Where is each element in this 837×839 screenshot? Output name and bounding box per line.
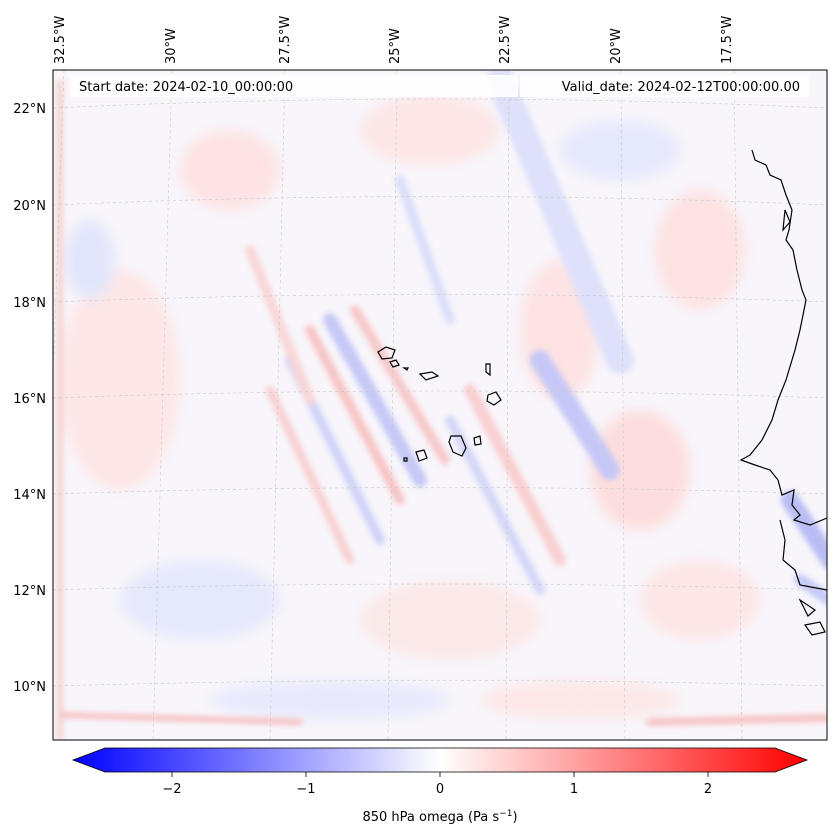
colorbar-ticks: −2 −1 0 1 2 [162, 772, 712, 797]
lon-tick-label: 17.5°W [720, 16, 735, 64]
lat-tick-label: 14°N [13, 488, 46, 503]
island-santiago [448, 435, 467, 457]
colorbar-tick-label: 1 [570, 782, 578, 797]
colorbar-tick-label: −1 [296, 782, 315, 797]
island-sal [485, 363, 491, 377]
island-boa-vista [486, 391, 502, 406]
lon-tick-label: 20°W [609, 28, 624, 64]
colorbar-tick-label: −2 [162, 782, 181, 797]
cape-verde-islands [377, 346, 502, 462]
map-frame [52, 69, 828, 741]
lat-tick-label: 16°N [13, 392, 46, 407]
valid-date-label: Valid_date: 2024-02-12T00:00:00.00 [562, 80, 800, 95]
start-date-label: Start date: 2024-02-10_00:00:00 [79, 80, 293, 95]
colorbar-label: 850 hPa omega (Pa s−1) [362, 809, 517, 825]
lon-tick-label: 25°W [388, 28, 403, 64]
lat-tick-label: 20°N [13, 199, 46, 214]
island-santo-antao [377, 346, 396, 360]
longitude-labels: 32.5°W 30°W 27.5°W 25°W 22.5°W 20°W 17.5°W [53, 16, 735, 64]
latitude-labels: 22°N 20°N 18°N 16°N 14°N 12°N 10°N [13, 102, 46, 695]
coastline [739, 149, 827, 636]
lat-tick-label: 12°N [13, 584, 46, 599]
lon-tick-label: 27.5°W [278, 16, 293, 64]
colorbar: −2 −1 0 1 2 850 hPa omega (Pa s−1) [71, 747, 809, 825]
island-santa-luzia [402, 367, 409, 371]
annotation-box-right [520, 75, 810, 97]
colorbar-tick-label: 2 [704, 782, 712, 797]
lon-tick-label: 22.5°W [498, 16, 513, 64]
island-maio [473, 435, 482, 446]
lat-tick-label: 22°N [13, 102, 46, 117]
lon-tick-label: 32.5°W [53, 16, 68, 64]
island-sao-nicolau [418, 371, 440, 381]
colorbar-tick-label: 0 [436, 782, 444, 797]
graticule [53, 70, 827, 740]
omega-field [53, 70, 827, 740]
lat-tick-label: 18°N [13, 296, 46, 311]
colorbar-gradient [71, 747, 809, 773]
island-fogo [415, 449, 428, 462]
lon-tick-label: 30°W [164, 28, 179, 64]
lat-tick-label: 10°N [13, 680, 46, 695]
island-brava [403, 457, 408, 462]
island-sao-vicente [389, 359, 400, 368]
annotation-box [70, 75, 518, 97]
